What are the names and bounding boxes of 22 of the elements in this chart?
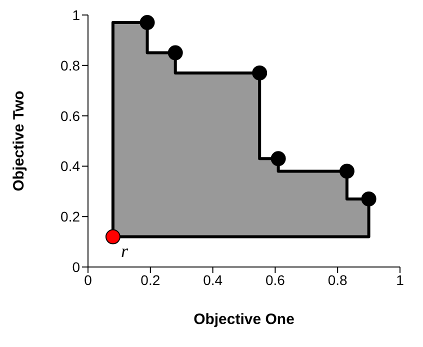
x-tick-label: 0.6 <box>265 272 286 288</box>
y-tick-label: 0.6 <box>60 108 80 124</box>
x-tick-label: 0.4 <box>203 272 223 288</box>
y-tick-label: 0.4 <box>60 158 80 174</box>
point <box>140 15 155 30</box>
x-tick-label: 0 <box>84 272 92 288</box>
x-tick-label: 0.8 <box>328 272 348 288</box>
point <box>361 191 376 206</box>
point <box>270 151 286 166</box>
x-tick-label: 1 <box>396 272 404 288</box>
y-tick-label: 0 <box>72 258 80 275</box>
point <box>105 229 120 244</box>
point <box>252 65 268 80</box>
y-tick-label: 0.2 <box>60 208 80 225</box>
point <box>168 45 183 60</box>
point <box>339 164 354 179</box>
y-axis-title: Objective Two <box>10 90 28 192</box>
x-tick-label: 0.2 <box>140 272 160 288</box>
y-tick-label: 0.8 <box>60 57 80 74</box>
x-axis-title: Objective One <box>194 311 294 328</box>
y-tick-label: 1 <box>72 6 80 23</box>
annotation: r <box>120 240 129 261</box>
